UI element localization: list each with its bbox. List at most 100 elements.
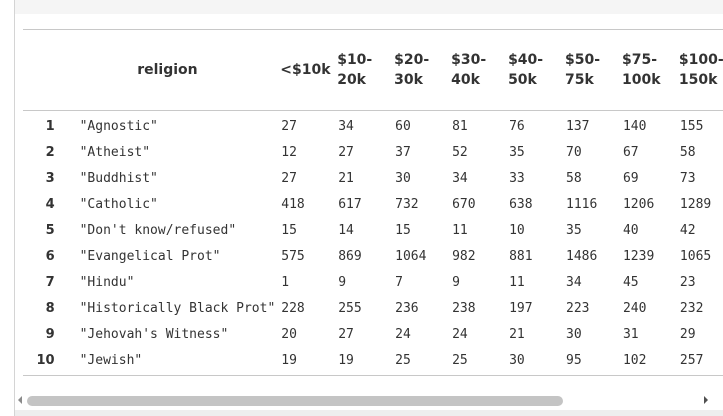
religion-cell: "Don't know/refused"	[79, 222, 237, 238]
table-row: 10 "Jewish" 19 19 25 25 30 95 102 257	[23, 347, 723, 373]
table-row: 8 "Historically Black Prot" 228 255 236 238 19…	[23, 295, 723, 321]
column-header[interactable]: $100- 150k	[673, 30, 723, 111]
count-cell: 69	[622, 170, 639, 186]
count-cell: 9	[338, 274, 347, 290]
table-row: 5 "Don't know/refused" 15 14 15 11 10 35 40 42	[23, 217, 723, 243]
row-index: 5	[45, 222, 55, 238]
row-index-header	[23, 30, 60, 111]
count-cell: 1206	[622, 196, 655, 212]
count-cell: 12	[281, 144, 297, 160]
count-cell: 35	[566, 222, 582, 238]
caret-left-icon[interactable]	[18, 396, 22, 404]
row-index: 9	[45, 326, 55, 342]
count-cell: 27	[338, 144, 354, 160]
column-header[interactable]: $50- 75k	[560, 30, 617, 111]
count-cell: 30	[395, 170, 411, 186]
row-index: 10	[36, 352, 55, 368]
count-cell: 27	[281, 118, 297, 134]
count-cell: 45	[622, 274, 639, 290]
table-row: 9 "Jehovah's Witness" 20 27 24 24 21 30 31 29	[23, 321, 723, 347]
scroll-thumb[interactable]	[27, 396, 563, 406]
count-cell: 34	[338, 118, 354, 134]
count-cell: 1239	[622, 248, 655, 264]
count-cell: 25	[452, 352, 468, 368]
count-cell: 1289	[679, 196, 712, 212]
count-cell: 15	[395, 222, 411, 238]
count-cell: 982	[452, 248, 476, 264]
count-cell: 1116	[566, 196, 598, 212]
count-cell: 7	[395, 274, 403, 290]
row-index: 4	[45, 196, 55, 212]
count-cell: 40	[622, 222, 639, 238]
count-cell: 31	[622, 326, 639, 342]
table-row: 1 "Agnostic" 27 34 60 81 76 137 140 155	[23, 111, 723, 140]
count-cell: 617	[338, 196, 362, 212]
caret-right-icon[interactable]	[704, 396, 708, 404]
column-header[interactable]: $40- 50k	[503, 30, 561, 111]
count-cell: 21	[338, 170, 354, 186]
count-cell: 232	[679, 300, 704, 316]
count-cell: 34	[452, 170, 468, 186]
count-cell: 223	[566, 300, 590, 316]
count-cell: 29	[679, 326, 696, 342]
count-cell: 9	[452, 274, 460, 290]
count-cell: 11	[452, 222, 468, 238]
count-cell: 24	[395, 326, 411, 342]
count-cell: 37	[395, 144, 411, 160]
count-cell: 155	[679, 118, 704, 134]
column-header[interactable]: $30- 40k	[446, 30, 504, 111]
count-cell: 197	[509, 300, 533, 316]
data-table: religion <$10k $10- 20k $20- 30k $30- 40k $…	[23, 30, 723, 373]
column-header[interactable]: $75- 100k	[616, 30, 674, 111]
count-cell: 1065	[679, 248, 712, 264]
table-row: 2 "Atheist" 12 27 37 52 35 70 67 58	[23, 139, 723, 165]
count-cell: 257	[679, 352, 704, 368]
row-index: 1	[45, 118, 55, 134]
count-cell: 35	[509, 144, 525, 160]
religion-cell: "Hindu"	[79, 274, 135, 290]
count-cell: 95	[566, 352, 582, 368]
header-row: religion <$10k $10- 20k $20- 30k $30- 40k $…	[23, 30, 723, 111]
religion-cell: "Buddhist"	[79, 170, 158, 186]
count-cell: 42	[679, 222, 696, 238]
religion-cell: "Agnostic"	[79, 118, 158, 134]
count-cell: 70	[566, 144, 582, 160]
count-cell: 238	[452, 300, 476, 316]
table-row: 3 "Buddhist" 27 21 30 34 33 58 69 73	[23, 165, 723, 191]
religion-cell: "Catholic"	[79, 196, 158, 212]
column-header[interactable]: $10- 20k	[332, 30, 390, 111]
count-cell: 15	[281, 222, 297, 238]
column-header[interactable]: $20- 30k	[389, 30, 447, 111]
count-cell: 670	[452, 196, 476, 212]
row-index: 3	[45, 170, 55, 186]
count-cell: 14	[338, 222, 354, 238]
count-cell: 81	[452, 118, 468, 134]
column-header[interactable]: religion	[59, 30, 276, 111]
count-cell: 255	[338, 300, 362, 316]
count-cell: 27	[281, 170, 297, 186]
count-cell: 137	[566, 118, 590, 134]
count-cell: 236	[395, 300, 419, 316]
data-viewer-panel: religion <$10k $10- 20k $20- 30k $30- 40k $…	[14, 0, 723, 416]
count-cell: 418	[281, 196, 305, 212]
count-cell: 58	[566, 170, 582, 186]
count-cell: 60	[395, 118, 411, 134]
count-cell: 23	[679, 274, 696, 290]
row-index: 8	[45, 300, 55, 316]
count-cell: 102	[622, 352, 647, 368]
religion-cell: "Jehovah's Witness"	[79, 326, 229, 342]
count-cell: 52	[452, 144, 468, 160]
count-cell: 33	[509, 170, 525, 186]
count-cell: 25	[395, 352, 411, 368]
count-cell: 228	[281, 300, 305, 316]
count-cell: 881	[509, 248, 533, 264]
row-index: 7	[45, 274, 55, 290]
count-cell: 76	[509, 118, 525, 134]
column-header[interactable]: <$10k	[275, 30, 333, 111]
horizontal-scrollbar[interactable]	[15, 392, 723, 410]
count-cell: 27	[338, 326, 354, 342]
count-cell: 21	[509, 326, 525, 342]
religion-cell: "Historically Black Prot"	[79, 300, 276, 316]
count-cell: 732	[395, 196, 419, 212]
panel-bottom-strip	[15, 410, 723, 416]
